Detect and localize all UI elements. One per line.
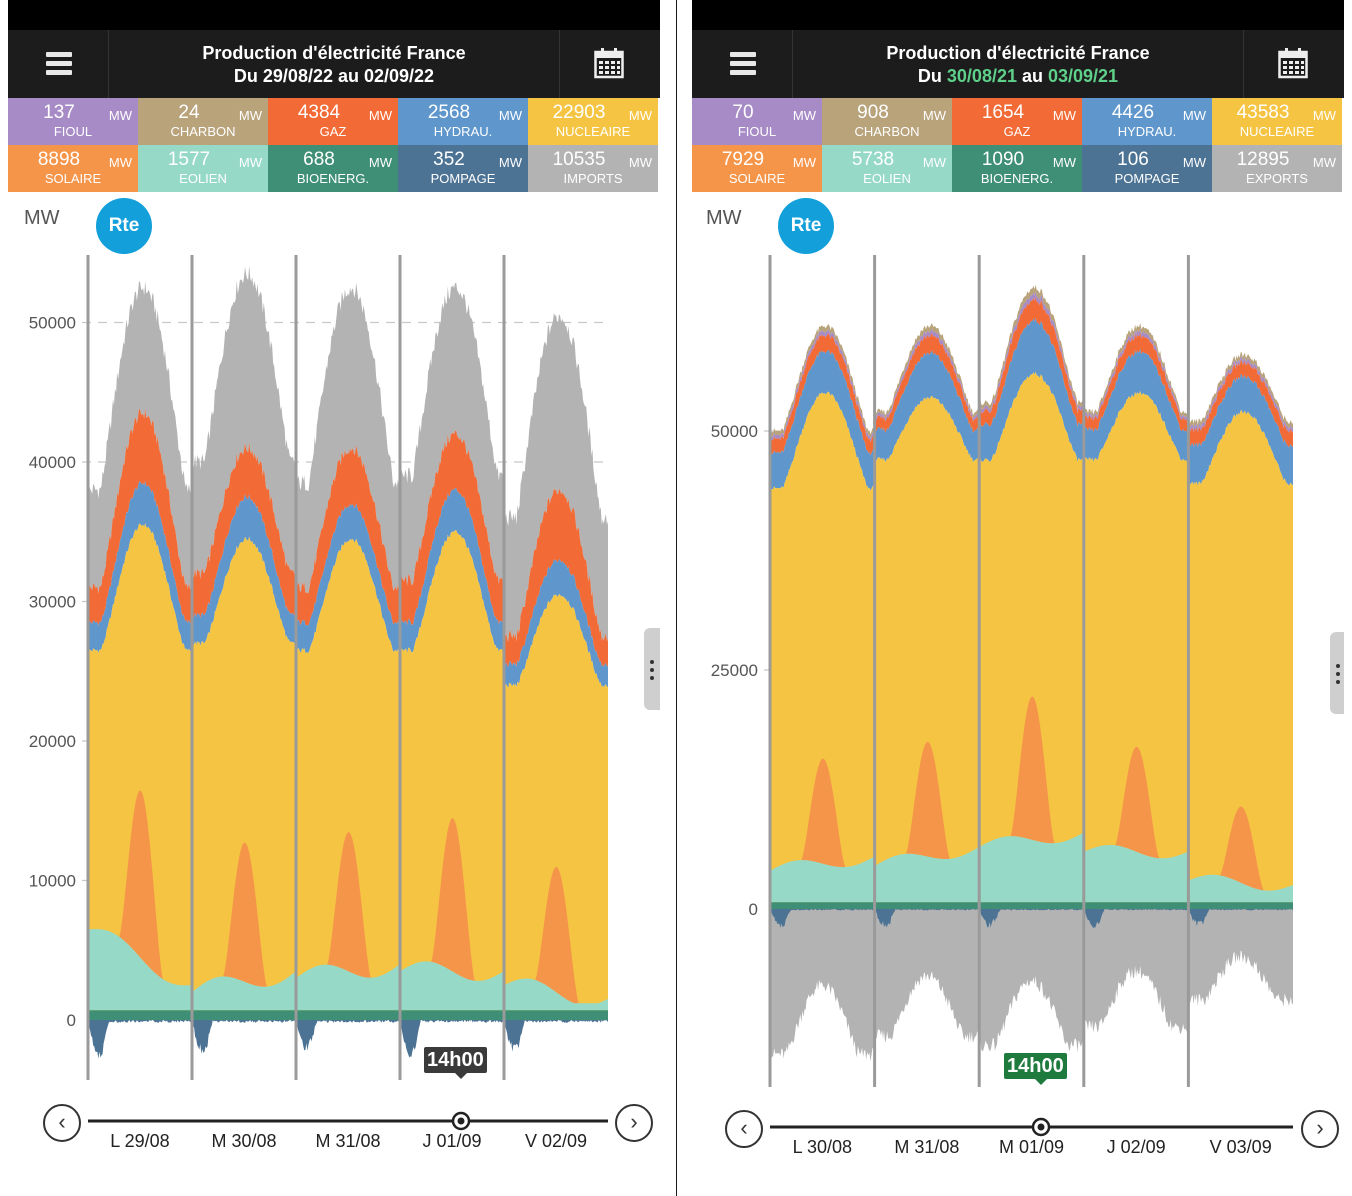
- day-label[interactable]: M 31/08: [315, 1131, 380, 1152]
- time-badge-pointer: [1035, 1079, 1047, 1085]
- panel-divider: [676, 0, 677, 1196]
- day-label[interactable]: M 30/08: [211, 1131, 276, 1152]
- next-period-button[interactable]: ›: [615, 1104, 653, 1142]
- chevron-right-icon: ›: [617, 1109, 651, 1135]
- production-chart[interactable]: 0 25000 50000: [692, 0, 1344, 1196]
- time-badge: 14h00: [1004, 1053, 1067, 1079]
- day-label[interactable]: J 02/09: [1107, 1137, 1166, 1158]
- side-drawer-handle[interactable]: [1330, 632, 1344, 714]
- bioenergie-area: [88, 1010, 608, 1020]
- y-tick-label: 20000: [29, 732, 76, 751]
- y-tick-label: 0: [67, 1011, 76, 1030]
- y-tick-label: 25000: [711, 661, 758, 680]
- day-label[interactable]: L 30/08: [793, 1137, 852, 1158]
- pompage-area: [88, 1020, 608, 1059]
- day-label[interactable]: M 31/08: [894, 1137, 959, 1158]
- production-chart[interactable]: 0 10000 20000 30000 40000 50000: [8, 0, 660, 1196]
- time-badge-pointer: [455, 1073, 467, 1079]
- y-tick-label: 40000: [29, 453, 76, 472]
- day-label[interactable]: M 01/09: [999, 1137, 1064, 1158]
- exports-area: [770, 909, 1293, 1061]
- next-period-button[interactable]: ›: [1301, 1110, 1339, 1148]
- y-tick-label: 50000: [711, 422, 758, 441]
- chevron-left-icon: ‹: [45, 1109, 79, 1135]
- time-slider-knob-dot: [458, 1118, 465, 1125]
- day-label[interactable]: V 02/09: [525, 1131, 587, 1152]
- day-label[interactable]: V 03/09: [1210, 1137, 1272, 1158]
- y-tick-label: 50000: [29, 314, 76, 333]
- y-tick-label: 30000: [29, 593, 76, 612]
- time-badge: 14h00: [424, 1047, 487, 1073]
- chevron-right-icon: ›: [1303, 1115, 1337, 1141]
- prev-period-button[interactable]: ‹: [43, 1104, 81, 1142]
- day-label[interactable]: L 29/08: [110, 1131, 169, 1152]
- panel-2021: Production d'électricité France Du 30/08…: [692, 0, 1344, 1196]
- panel-2022: Production d'électricité France Du 29/08…: [8, 0, 660, 1196]
- y-tick-label: 0: [749, 900, 758, 919]
- prev-period-button[interactable]: ‹: [725, 1110, 763, 1148]
- time-slider-knob-dot: [1038, 1124, 1045, 1131]
- day-label[interactable]: J 01/09: [422, 1131, 481, 1152]
- side-drawer-handle[interactable]: [644, 628, 660, 710]
- chevron-left-icon: ‹: [727, 1115, 761, 1141]
- y-tick-label: 10000: [29, 872, 76, 891]
- bioenergie-area: [770, 902, 1293, 909]
